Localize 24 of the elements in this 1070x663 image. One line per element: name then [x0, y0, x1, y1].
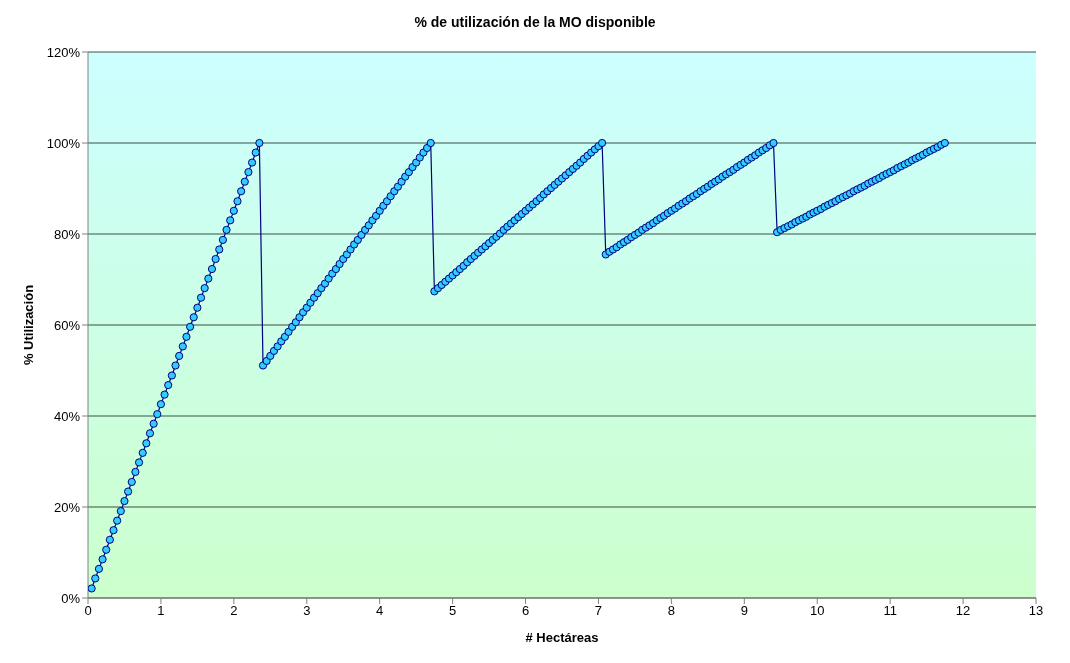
- x-tick-label: 9: [740, 603, 748, 619]
- x-tick-label: 5: [449, 603, 457, 619]
- x-tick-label: 4: [376, 603, 384, 619]
- y-tick-label: 20%: [53, 499, 81, 515]
- x-tick-label: 10: [810, 603, 825, 619]
- x-tick-label: 2: [230, 603, 238, 619]
- y-tick-label: 60%: [53, 317, 81, 333]
- x-tick-label: 7: [594, 603, 603, 619]
- x-tick-label: 0: [84, 603, 92, 619]
- y-tick-label: 0%: [61, 590, 81, 606]
- x-tick-label: 6: [521, 603, 530, 619]
- x-axis-title: # Hectáreas: [525, 630, 599, 645]
- y-tick-label: 80%: [53, 226, 81, 242]
- x-tick-label: 12: [955, 603, 971, 619]
- x-tick-label: 13: [1028, 603, 1044, 619]
- y-tick-label: 100%: [46, 135, 81, 151]
- x-tick-label: 3: [303, 603, 311, 619]
- y-axis-title: % Utilización: [20, 284, 36, 366]
- x-tick-label: 11: [883, 603, 897, 619]
- x-tick-label: 1: [157, 603, 165, 619]
- y-tick-label: 120%: [46, 44, 81, 60]
- x-tick-label: 8: [667, 603, 675, 619]
- y-tick-label: 40%: [53, 408, 81, 424]
- chart-title: % de utilización de la MO disponible: [413, 13, 657, 32]
